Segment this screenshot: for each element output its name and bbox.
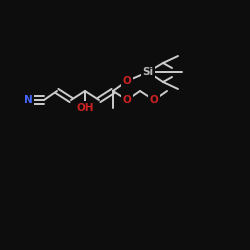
Text: N: N: [24, 95, 32, 105]
Text: O: O: [122, 95, 132, 105]
Text: OH: OH: [76, 103, 94, 113]
Text: O: O: [150, 95, 158, 105]
Text: Si: Si: [142, 67, 154, 77]
Text: O: O: [122, 76, 132, 86]
